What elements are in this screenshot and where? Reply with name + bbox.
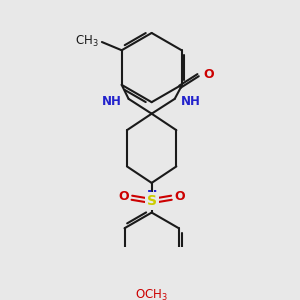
Text: OCH$_3$: OCH$_3$ — [135, 287, 168, 300]
Text: CH$_3$: CH$_3$ — [75, 34, 99, 49]
Text: NH: NH — [102, 95, 122, 108]
Text: O: O — [203, 68, 214, 81]
Text: O: O — [175, 190, 185, 202]
Text: N: N — [146, 190, 157, 202]
Text: O: O — [118, 190, 129, 202]
Text: NH: NH — [181, 95, 201, 108]
Text: S: S — [147, 194, 157, 208]
